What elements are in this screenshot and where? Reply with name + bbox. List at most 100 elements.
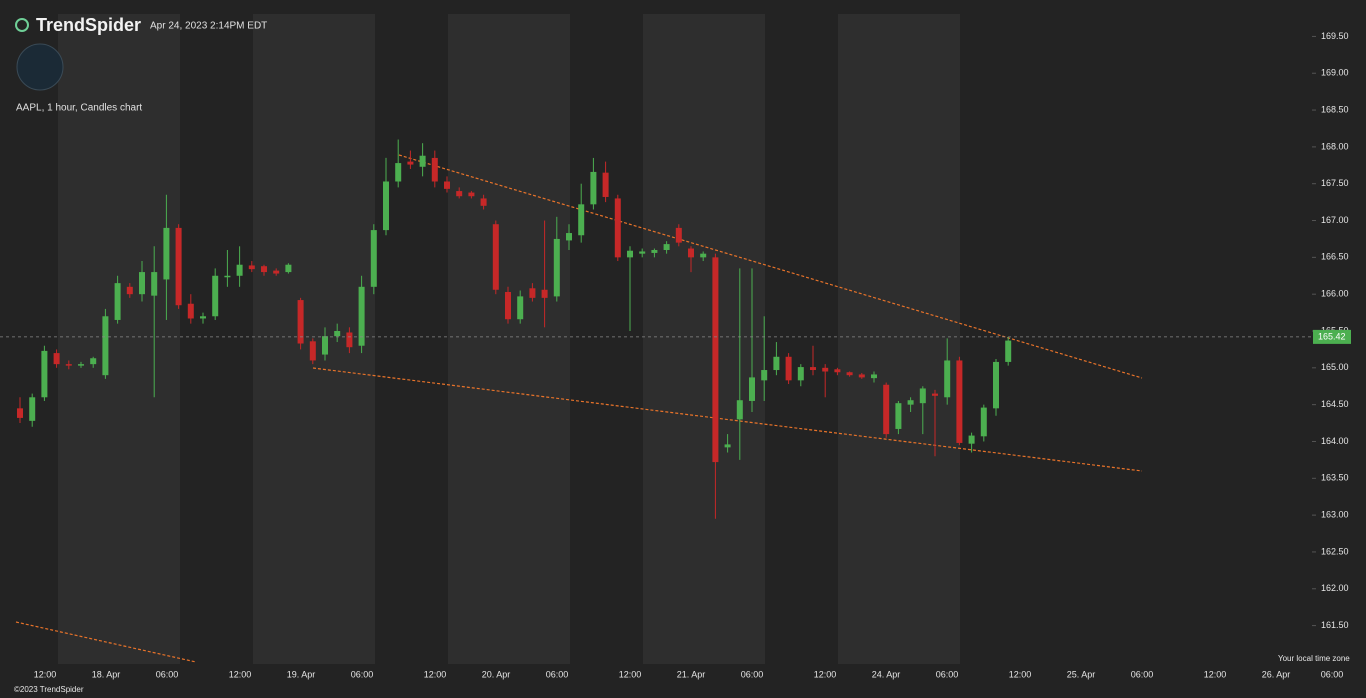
candle-body	[468, 192, 475, 197]
x-tick-label: 12:00	[814, 669, 837, 679]
candle-body	[480, 198, 487, 206]
candle-body	[224, 275, 231, 278]
candle-body	[883, 384, 890, 435]
candle-body	[187, 303, 194, 319]
trendline	[15, 621, 197, 663]
y-tick-label: 168.00	[1321, 141, 1349, 151]
x-tick-label: 20. Apr	[482, 669, 511, 679]
last-price-label: 165.42	[1318, 331, 1346, 341]
session-band	[253, 14, 375, 664]
candle-body	[651, 249, 658, 253]
y-tick-label: 164.50	[1321, 399, 1349, 409]
lower-trendline	[312, 367, 1143, 472]
candle-body	[566, 233, 572, 241]
candle-body	[871, 374, 877, 379]
candle-body	[797, 367, 804, 381]
candle-body	[724, 444, 731, 448]
session-band	[58, 14, 180, 664]
y-tick-label: 167.00	[1321, 215, 1349, 225]
x-tick-label: 06:00	[741, 669, 764, 679]
y-tick-label: 169.00	[1321, 68, 1349, 78]
candle-body	[444, 181, 450, 189]
candle-body	[529, 288, 536, 298]
candle-body	[261, 266, 267, 273]
candle-body	[517, 296, 524, 320]
candle-body	[358, 286, 365, 346]
session-band	[448, 14, 570, 664]
candle-body	[346, 332, 353, 348]
candle-body	[602, 172, 609, 197]
candle-body	[944, 360, 951, 398]
candle-body	[834, 369, 841, 373]
candle-body	[456, 191, 463, 197]
x-tick-label: 06:00	[156, 669, 179, 679]
session-band	[643, 14, 765, 664]
y-tick-label: 169.50	[1321, 31, 1349, 41]
candle-body	[163, 227, 170, 280]
candle-body	[675, 227, 682, 243]
candle-body	[151, 272, 158, 296]
x-tick-label: 12:00	[229, 669, 252, 679]
x-tick-label: 06:00	[936, 669, 959, 679]
x-tick-label: 12:00	[424, 669, 447, 679]
candle-body	[419, 155, 426, 167]
avatar-badge	[16, 43, 64, 91]
candle-body	[102, 316, 109, 376]
y-tick-label: 163.50	[1321, 473, 1349, 483]
candle-body	[932, 393, 938, 396]
candle-body	[334, 331, 341, 337]
candle-body	[492, 224, 499, 290]
candle-body	[407, 161, 414, 165]
candle-body	[139, 272, 145, 295]
candle-body	[968, 435, 975, 444]
candle-body	[29, 397, 36, 421]
candle-body	[200, 316, 206, 319]
timestamp: Apr 24, 2023 2:14PM EDT	[150, 21, 267, 32]
y-tick-label: 165.00	[1321, 362, 1349, 372]
candle-body	[639, 251, 646, 254]
candle-body	[773, 356, 780, 371]
candle-body	[749, 377, 755, 401]
x-tick-label: 21. Apr	[677, 669, 706, 679]
y-tick-label: 166.50	[1321, 252, 1349, 262]
candle-body	[505, 291, 511, 320]
y-tick-label: 167.50	[1321, 178, 1349, 188]
candle-body	[1005, 340, 1012, 362]
candle-body	[761, 370, 768, 381]
candle-body	[919, 388, 926, 404]
candle-body	[663, 244, 670, 250]
candle-body	[273, 270, 280, 274]
candle-body	[175, 227, 182, 306]
candle-body	[822, 367, 829, 372]
candle-body	[956, 360, 963, 443]
logo-icon	[15, 18, 29, 32]
x-tick-label: 18. Apr	[92, 669, 121, 679]
candle-body	[383, 181, 389, 231]
candle-body	[78, 364, 84, 366]
candle-body	[309, 341, 316, 361]
x-tick-label: 26. Apr	[1262, 669, 1291, 679]
trendlines	[15, 154, 1143, 663]
x-tick-label: 06:00	[546, 669, 569, 679]
candle-body	[736, 400, 743, 420]
candle-body	[65, 364, 72, 366]
logo-mark	[15, 18, 29, 32]
candle-body	[980, 407, 987, 437]
candle-body	[627, 250, 633, 258]
y-tick-label: 164.00	[1321, 436, 1349, 446]
x-tick-label: 19. Apr	[287, 669, 316, 679]
candle-body	[810, 367, 816, 371]
y-tick-label: 168.50	[1321, 104, 1349, 114]
candle-body	[895, 403, 902, 429]
y-tick-label: 166.00	[1321, 289, 1349, 299]
candle-body	[17, 408, 23, 418]
candle-body	[431, 157, 438, 182]
x-tick-label: 25. Apr	[1067, 669, 1096, 679]
candle-body	[395, 163, 402, 182]
timezone-note: Your local time zone	[1278, 654, 1350, 663]
candle-body	[846, 372, 853, 376]
candle-body	[785, 356, 792, 381]
candle-body	[114, 283, 121, 320]
